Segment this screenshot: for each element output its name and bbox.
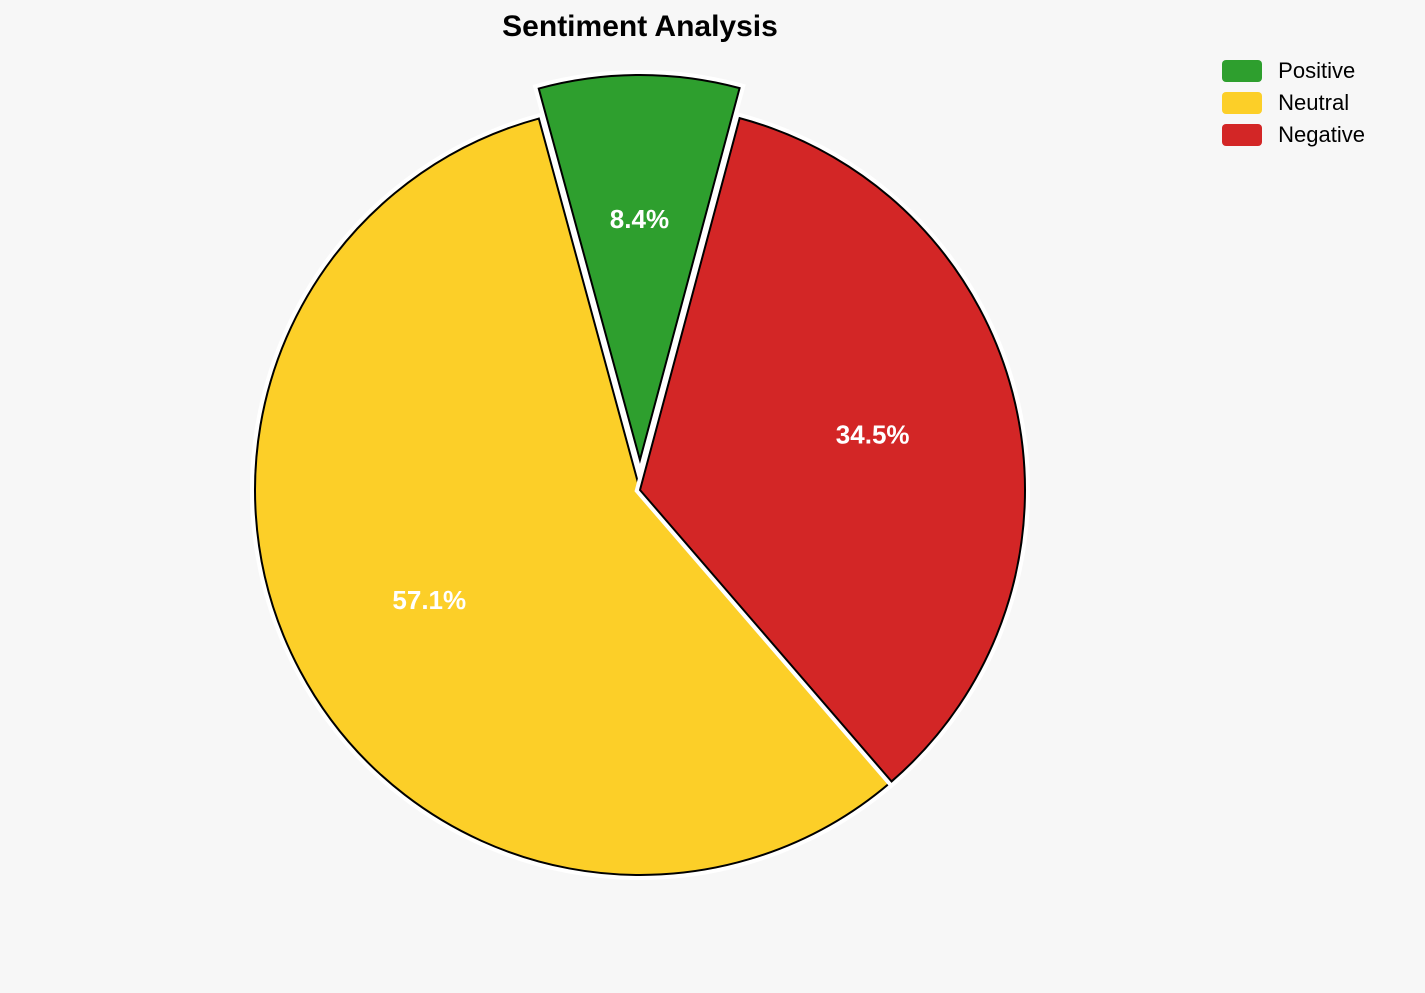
pie-svg: 8.4% 57.1% 34.5% xyxy=(180,60,1100,980)
chart-title: Sentiment Analysis xyxy=(0,10,1280,44)
pie-slice-label: 34.5% xyxy=(836,420,910,450)
pie-slice-label: 57.1% xyxy=(392,585,466,615)
legend-label-neutral: Neutral xyxy=(1278,90,1349,116)
legend-item-neutral: Neutral xyxy=(1222,90,1365,116)
pie-slice-label: 8.4% xyxy=(610,204,669,234)
legend-label-positive: Positive xyxy=(1278,58,1355,84)
legend-label-negative: Negative xyxy=(1278,122,1365,148)
legend-item-negative: Negative xyxy=(1222,122,1365,148)
pie-chart: 8.4% 57.1% 34.5% xyxy=(0,60,1280,980)
legend: Positive Neutral Negative xyxy=(1222,58,1365,154)
chart-container: Sentiment Analysis 8.4% 57.1% 34.5% Positi… xyxy=(0,0,1425,993)
legend-swatch-neutral xyxy=(1222,92,1262,114)
legend-swatch-negative xyxy=(1222,124,1262,146)
legend-swatch-positive xyxy=(1222,60,1262,82)
legend-item-positive: Positive xyxy=(1222,58,1365,84)
